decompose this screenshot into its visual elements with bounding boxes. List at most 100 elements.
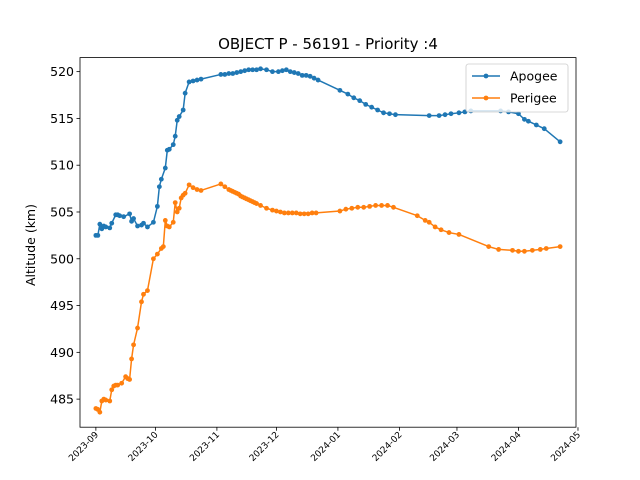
apogee-point [254,67,259,73]
perigee-point [97,409,103,415]
y-tick-label: 485 [50,392,74,407]
apogee-point [363,101,369,107]
apogee-point [250,67,256,73]
perigee-point [166,224,172,230]
perigee-point [297,211,303,217]
perigee-point [373,203,379,208]
perigee-point [115,382,121,388]
apogee-point [103,224,109,230]
apogee-point [230,71,236,76]
perigee-point [194,187,200,192]
perigee-point [496,247,502,252]
apogee-point [131,216,136,221]
apogee-point [456,110,462,116]
apogee-point [166,146,172,152]
perigee-point [289,210,295,216]
apogee-point [522,116,527,122]
apogee-point [270,69,275,75]
perigee-point [151,256,156,262]
perigee-point [198,188,204,193]
perigee-point [456,232,462,237]
apogee-point [369,104,375,110]
apogee-point [351,95,357,101]
apogee-point [283,67,289,73]
perigee-point [182,190,188,196]
perigee-point [543,246,549,251]
apogee-point [238,69,244,75]
apogee-point [246,67,252,73]
perigee-point [309,210,315,216]
apogee-point [242,68,248,74]
apogee-point [516,111,521,117]
apogee-point [276,69,281,75]
apogee-point [375,107,380,113]
apogee-point [448,111,454,117]
perigee-point [186,182,192,188]
perigee-point [103,397,109,403]
apogee-point [172,133,178,139]
apogee-point [287,69,293,75]
apogee-point [311,75,317,81]
perigee-point [160,244,166,250]
perigee-point [154,251,160,257]
series-lines [93,66,563,415]
apogee-point [387,111,392,117]
perigee-point [172,200,178,206]
perigee-point [222,184,228,190]
apogee-point [121,214,127,220]
apogee-point [222,72,228,77]
apogee-point [381,110,386,116]
perigee-point [109,387,115,393]
apogee-point [234,70,240,75]
apogee-point [174,117,180,123]
plot-area [79,57,577,428]
perigee-point [522,248,527,254]
apogee-point [145,224,150,230]
y-axis-label: Altitude (km) [23,204,38,286]
legend-apogee-label: Apogee [510,69,558,84]
perigee-point [313,210,319,216]
apogee-point [97,221,103,227]
apogee-point [295,71,301,76]
apogee-point [176,114,182,119]
perigee-point [281,210,287,216]
apogee-point [190,78,196,84]
perigee-point [293,210,299,216]
perigee-point [139,299,144,305]
perigee-point [391,204,396,210]
apogee-point [107,225,113,231]
apogee-point [170,142,176,148]
plot-frame [79,57,577,428]
perigee-point [131,342,136,348]
perigee-point [218,181,224,187]
perigee-point [277,209,283,215]
apogee-point [303,72,309,78]
legend-perigee-marker [483,95,489,101]
legend-perigee-label: Perigee [510,91,557,106]
apogee-point [162,165,168,171]
chart-title: OBJECT P - 56191 - Priority :4 [218,35,438,53]
legend: Apogee Perigee [465,63,569,113]
perigee-point [414,213,420,219]
apogee-point [541,126,547,132]
apogee-point [442,112,448,118]
legend-apogee-marker [483,73,489,79]
apogee-point [186,79,192,85]
apogee-point [315,77,321,83]
y-tick-label: 500 [50,251,74,266]
apogee-point [357,98,363,104]
apogee-point [436,113,442,119]
apogee-point [337,87,343,93]
perigee-point [270,207,275,213]
perigee-point [258,203,263,208]
y-tick-label: 515 [50,111,74,126]
apogee-point [426,113,432,119]
y-tick-label: 510 [50,158,74,173]
apogee-point [345,91,351,97]
perigee-point [367,203,373,209]
perigee-point [438,227,444,233]
apogee-point [226,71,232,76]
perigee-point [349,205,355,211]
perigee-point [135,325,140,331]
perigee-point [516,248,521,254]
